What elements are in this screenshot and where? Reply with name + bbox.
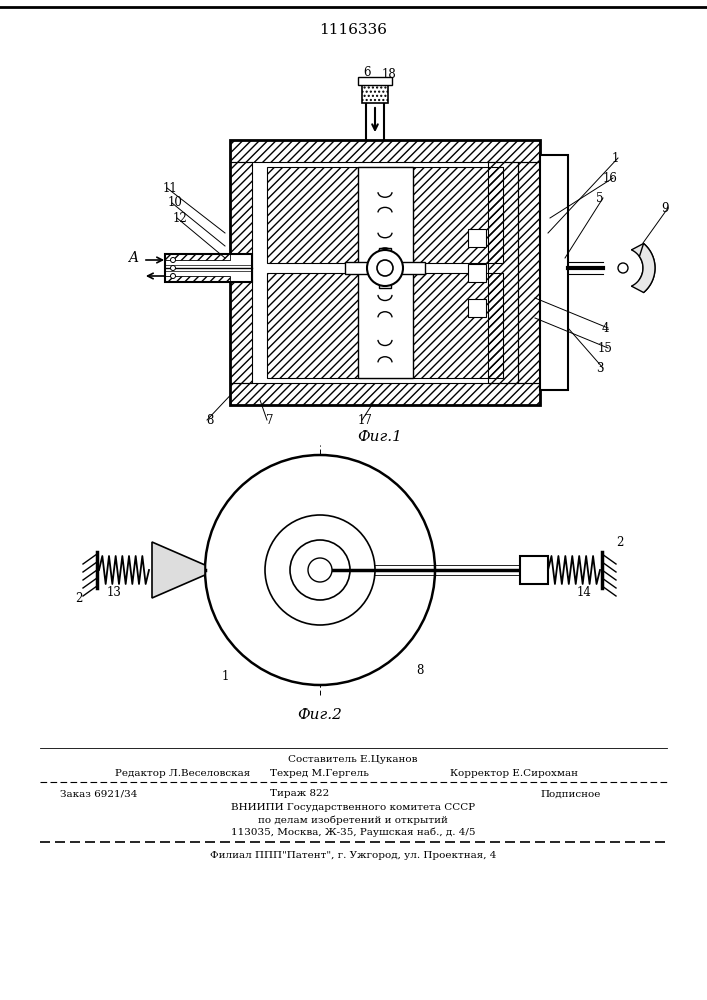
Text: 1: 1 bbox=[612, 151, 619, 164]
Circle shape bbox=[377, 260, 393, 276]
Bar bbox=[267, 273, 503, 378]
Bar bbox=[362, 85, 388, 103]
Text: 12: 12 bbox=[173, 212, 187, 225]
Text: 16: 16 bbox=[602, 172, 617, 184]
Text: 18: 18 bbox=[382, 68, 397, 82]
Circle shape bbox=[265, 515, 375, 625]
Text: 113035, Москва, Ж-35, Раушская наб., д. 4/5: 113035, Москва, Ж-35, Раушская наб., д. … bbox=[230, 827, 475, 837]
Text: A: A bbox=[128, 251, 138, 265]
Bar bbox=[267, 167, 503, 263]
Text: 2: 2 bbox=[76, 591, 83, 604]
Text: по делам изобретений и открытий: по делам изобретений и открытий bbox=[258, 815, 448, 825]
Polygon shape bbox=[631, 243, 655, 293]
Polygon shape bbox=[631, 243, 655, 293]
Bar bbox=[520, 556, 548, 584]
Polygon shape bbox=[152, 542, 205, 598]
Bar bbox=[230, 140, 540, 405]
Bar bbox=[358, 167, 413, 263]
Text: 3: 3 bbox=[596, 361, 604, 374]
Text: Заказ 6921/34: Заказ 6921/34 bbox=[60, 790, 137, 798]
Text: 7: 7 bbox=[267, 414, 274, 426]
Text: 17: 17 bbox=[358, 414, 373, 426]
Bar bbox=[358, 273, 413, 378]
Text: 13: 13 bbox=[107, 585, 122, 598]
Text: 10: 10 bbox=[168, 196, 182, 210]
Text: Фиг.1: Фиг.1 bbox=[358, 430, 402, 444]
Text: Редактор Л.Веселовская: Редактор Л.Веселовская bbox=[115, 770, 250, 778]
Bar bbox=[165, 276, 230, 282]
Text: ВНИИПИ Государственного комитета СССР: ВНИИПИ Государственного комитета СССР bbox=[231, 804, 475, 812]
Text: 14: 14 bbox=[577, 585, 592, 598]
Text: 2: 2 bbox=[617, 536, 624, 548]
Bar bbox=[540, 155, 568, 390]
Text: 6: 6 bbox=[363, 66, 370, 80]
Text: 15: 15 bbox=[597, 342, 612, 355]
Text: Подписное: Подписное bbox=[540, 790, 600, 798]
Text: 1: 1 bbox=[221, 670, 228, 684]
Text: 1116336: 1116336 bbox=[319, 23, 387, 37]
Circle shape bbox=[618, 263, 628, 273]
Circle shape bbox=[379, 262, 391, 274]
Text: Корректор Е.Сирохман: Корректор Е.Сирохман bbox=[450, 770, 578, 778]
Text: 11: 11 bbox=[163, 182, 177, 194]
Bar bbox=[518, 162, 540, 383]
Circle shape bbox=[205, 455, 435, 685]
Text: Филиал ППП"Патент", г. Ужгород, ул. Проектная, 4: Филиал ППП"Патент", г. Ужгород, ул. Прое… bbox=[210, 852, 496, 860]
Bar bbox=[540, 155, 568, 390]
Circle shape bbox=[170, 273, 175, 278]
Bar bbox=[468, 299, 486, 317]
Bar bbox=[488, 162, 518, 383]
Bar bbox=[468, 229, 486, 247]
Text: 8: 8 bbox=[206, 414, 214, 426]
Bar bbox=[230, 140, 540, 162]
Circle shape bbox=[290, 540, 350, 600]
Text: 5: 5 bbox=[596, 192, 604, 205]
Bar bbox=[165, 254, 230, 260]
Text: Тираж 822: Тираж 822 bbox=[270, 790, 329, 798]
Bar bbox=[230, 383, 540, 405]
Bar bbox=[468, 264, 486, 282]
Bar bbox=[379, 248, 391, 288]
Bar bbox=[165, 254, 252, 282]
Bar bbox=[345, 262, 425, 274]
Text: Техред М.Гергель: Техред М.Гергель bbox=[270, 770, 369, 778]
Circle shape bbox=[170, 257, 175, 262]
Text: 8: 8 bbox=[416, 664, 423, 676]
Text: Фиг.2: Фиг.2 bbox=[298, 708, 342, 722]
Text: 4: 4 bbox=[601, 322, 609, 334]
Circle shape bbox=[170, 265, 175, 270]
Circle shape bbox=[367, 250, 403, 286]
Text: Составитель Е.Цуканов: Составитель Е.Цуканов bbox=[288, 756, 418, 764]
Circle shape bbox=[308, 558, 332, 582]
Bar bbox=[358, 77, 392, 85]
Bar bbox=[230, 162, 252, 383]
Text: 9: 9 bbox=[661, 202, 669, 215]
